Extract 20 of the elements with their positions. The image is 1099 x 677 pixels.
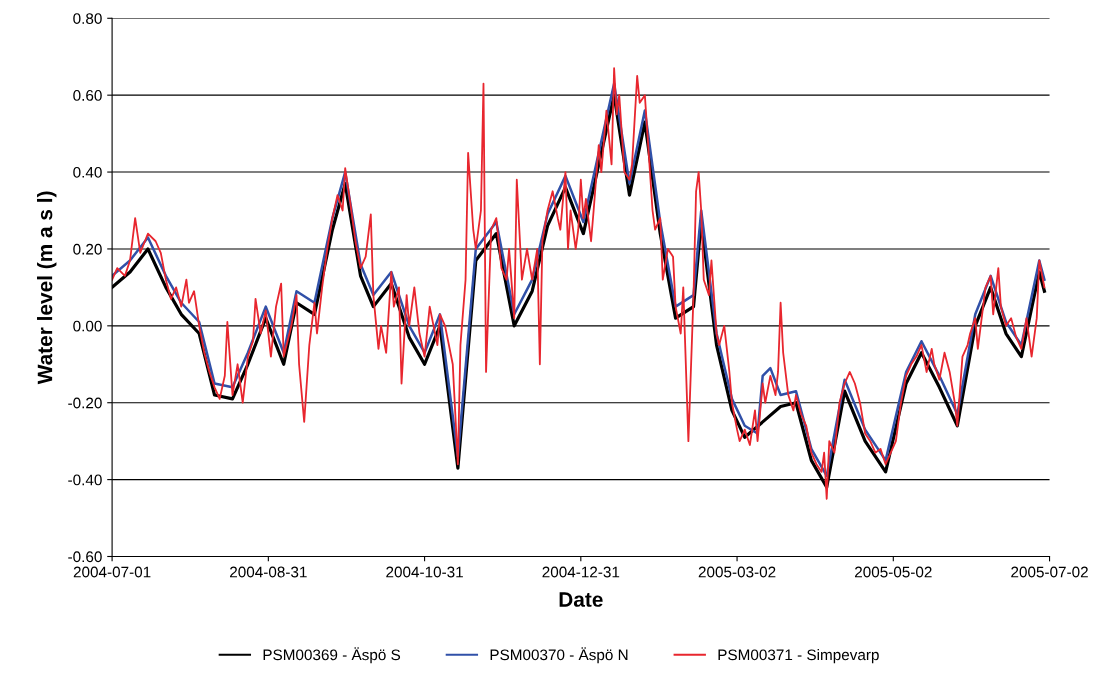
x-axis-title: Date xyxy=(559,592,603,607)
y-tick-label: -0.60 xyxy=(68,551,102,563)
y-tick-label: 0.20 xyxy=(73,243,102,255)
x-tick-label: 2004-10-31 xyxy=(386,566,463,578)
x-tick-label: 2005-05-02 xyxy=(855,566,932,578)
x-tick-label: 2004-12-31 xyxy=(542,566,620,578)
x-tick-label: 2005-07-02 xyxy=(1011,566,1088,578)
legend-label: PSM00371 - Simpevarp xyxy=(718,649,879,664)
y-tick-label: -0.20 xyxy=(68,397,102,409)
y-tick-label: -0.40 xyxy=(68,474,102,486)
y-tick-label: 0.80 xyxy=(73,13,102,24)
legend-label: PSM00369 - Äspö S xyxy=(263,647,401,664)
x-tick-label: 2004-08-31 xyxy=(230,566,307,578)
x-tick-label: 2005-03-02 xyxy=(698,566,776,578)
legend-label: PSM00370 - Äspö N xyxy=(490,647,628,664)
y-axis-title: Water level (m a s l) xyxy=(37,191,57,385)
y-tick-label: 0.40 xyxy=(73,166,102,178)
y-tick-label: 0.60 xyxy=(73,90,102,101)
x-tick-label: 2004-07-01 xyxy=(73,566,151,578)
y-tick-label: 0.00 xyxy=(73,320,102,332)
